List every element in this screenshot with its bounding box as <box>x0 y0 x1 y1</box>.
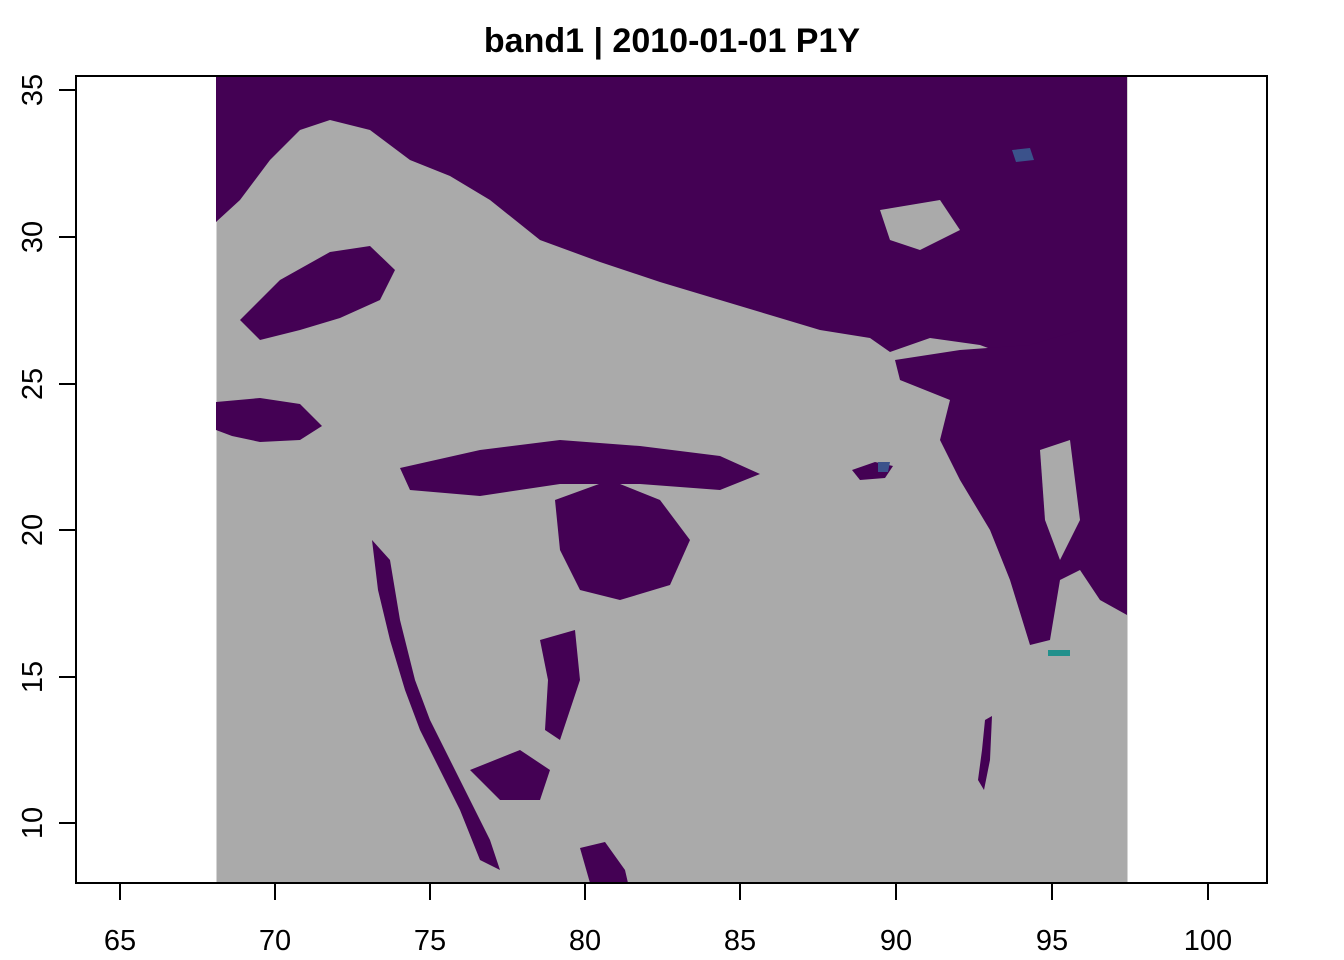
y-tick: 15 <box>17 661 76 693</box>
x-tick-label: 70 <box>259 925 291 957</box>
x-tick-label: 100 <box>1184 925 1232 957</box>
x-tick: 70 <box>259 883 291 957</box>
y-tick: 35 <box>17 74 76 106</box>
x-axis: 65 70 75 80 85 90 95 100 <box>104 882 1232 957</box>
myanmar-gap <box>1040 440 1080 560</box>
x-tick-label: 95 <box>1036 925 1068 957</box>
y-tick-label: 35 <box>17 74 49 106</box>
x-tick-label: 80 <box>569 925 601 957</box>
x-tick: 90 <box>880 883 912 957</box>
y-tick: 10 <box>17 807 76 839</box>
thar-cluster <box>240 246 395 340</box>
y-tick: 20 <box>17 514 76 546</box>
andaman-islands <box>978 716 992 790</box>
water-bodies-3 <box>1048 650 1070 656</box>
y-tick: 25 <box>17 368 76 400</box>
y-tick-label: 30 <box>17 221 49 253</box>
plateau-gap-2 <box>880 200 960 250</box>
x-tick: 100 <box>1184 883 1232 957</box>
x-tick: 65 <box>104 883 136 957</box>
eastern-ghats-band <box>540 630 580 740</box>
y-tick-label: 10 <box>17 807 49 839</box>
x-tick: 75 <box>414 883 446 957</box>
y-tick: 30 <box>17 221 76 253</box>
plateau-gap-1 <box>290 140 390 210</box>
y-axis: 10 15 20 25 30 35 <box>17 74 77 839</box>
western-cluster <box>216 398 322 442</box>
map-title: band1 | 2010-01-01 P1Y <box>484 22 860 60</box>
water-bodies-1 <box>1012 148 1034 162</box>
sri-lanka-fragment <box>580 842 628 883</box>
x-tick: 80 <box>569 883 601 957</box>
x-tick: 85 <box>724 883 756 957</box>
southern-highlands <box>470 750 550 800</box>
raster-cells <box>216 76 1127 883</box>
x-tick-label: 75 <box>414 925 446 957</box>
y-tick-label: 20 <box>17 514 49 546</box>
x-tick: 95 <box>1036 883 1068 957</box>
himalaya-tibet-region <box>216 76 1127 372</box>
x-tick-label: 90 <box>880 925 912 957</box>
vindhya-band <box>400 440 760 496</box>
central-india-cluster <box>555 480 690 600</box>
y-tick-label: 25 <box>17 368 49 400</box>
y-tick-label: 15 <box>17 661 49 693</box>
water-bodies-2 <box>878 462 890 472</box>
x-tick-label: 85 <box>724 925 756 957</box>
northeast-hills <box>895 330 1127 645</box>
x-tick-label: 65 <box>104 925 136 957</box>
plot-area <box>75 75 1268 884</box>
western-ghats <box>372 540 500 870</box>
